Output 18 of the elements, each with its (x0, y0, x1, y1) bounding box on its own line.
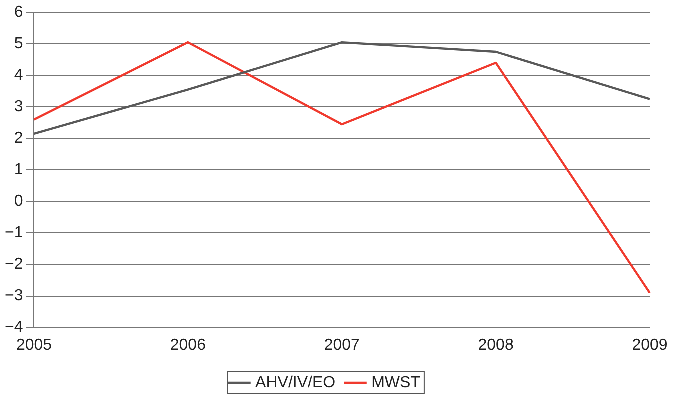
x-tick-label: 2008 (478, 336, 514, 354)
y-tick-label: −1 (4, 224, 24, 242)
y-tick-label: 6 (14, 4, 24, 22)
y-tick-label: 4 (14, 67, 24, 84)
y-tick-label: 1 (14, 162, 24, 179)
y-tick-label: −4 (4, 319, 24, 336)
x-tick-label: 2006 (170, 336, 206, 354)
y-tick-label: −2 (4, 256, 24, 274)
y-tick-label: 0 (14, 193, 24, 210)
y-tick-label: 5 (14, 36, 24, 53)
legend-label: MWST (372, 374, 421, 392)
y-tick-label: 2 (14, 130, 24, 148)
x-tick-label: 2005 (16, 336, 52, 354)
legend-label: AHV/IV/EO (256, 374, 336, 392)
x-tick-label: 2007 (324, 336, 360, 354)
x-tick-label: 2009 (632, 336, 668, 354)
y-tick-label: −3 (4, 288, 24, 305)
y-tick-label: 3 (14, 98, 24, 116)
